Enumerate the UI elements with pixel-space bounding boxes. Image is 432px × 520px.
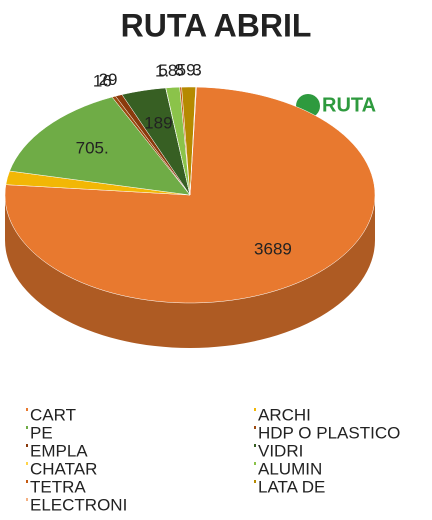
legend-swatch xyxy=(254,408,256,411)
legend-label: ALUMIN xyxy=(258,459,322,478)
data-label: 705. xyxy=(76,138,109,157)
data-label: 3 xyxy=(192,60,201,79)
legend-label: VIDRI xyxy=(258,441,303,460)
legend-label: LATA DE xyxy=(258,477,325,496)
logo-text: RUTA xyxy=(322,94,376,116)
chart-title: RUTA ABRIL xyxy=(121,7,312,43)
data-label: 189 xyxy=(144,113,172,132)
legend-label: CART xyxy=(30,405,76,424)
legend-swatch xyxy=(26,408,28,411)
legend-swatch xyxy=(26,426,28,429)
legend-swatch xyxy=(254,426,256,429)
legend-swatch xyxy=(26,462,28,465)
legend-swatch xyxy=(254,462,256,465)
slice-side xyxy=(5,195,375,348)
data-label: 29 xyxy=(99,70,118,89)
data-label: 58. xyxy=(158,61,182,80)
legend-swatch xyxy=(254,480,256,483)
data-label: 8 xyxy=(175,60,184,79)
legend-swatch xyxy=(254,444,256,447)
slice xyxy=(9,96,191,196)
legend-label: ELECTRONI xyxy=(30,495,127,514)
legend-swatch xyxy=(26,444,28,447)
slice xyxy=(189,86,197,196)
legend-swatch xyxy=(26,498,28,501)
legend-label: PE xyxy=(30,423,53,442)
legend-swatch xyxy=(26,480,28,483)
legend-label: CHATAR xyxy=(30,459,97,478)
data-label: 1. xyxy=(155,61,169,80)
data-label: 3689 xyxy=(254,240,292,259)
legend-label: TETRA xyxy=(30,477,86,496)
data-label: 16 xyxy=(93,71,112,90)
legend-label: HDP O PLASTICO xyxy=(258,423,400,442)
data-label: 59. xyxy=(177,60,201,79)
legend-label: EMPLA xyxy=(30,441,88,460)
legend-label: ARCHI xyxy=(258,405,311,424)
